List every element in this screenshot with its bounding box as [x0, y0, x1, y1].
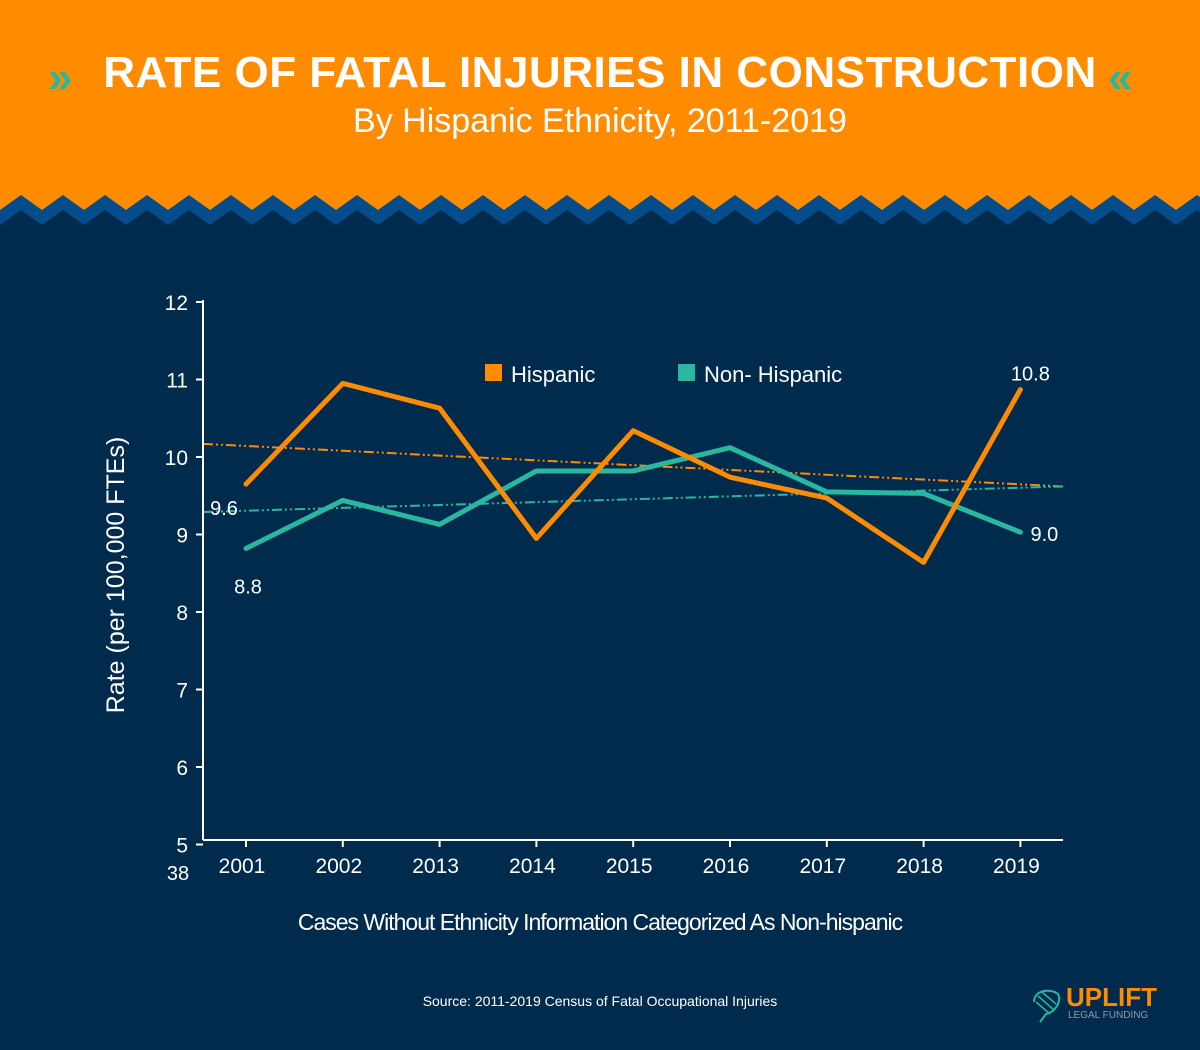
header-background	[0, 0, 1200, 240]
data-label: 9.0	[1030, 524, 1058, 546]
legend-swatch-hispanic	[485, 364, 502, 381]
corner-label: 38	[167, 863, 189, 885]
y-tick-label: 9	[176, 525, 188, 548]
y-axis-label: Rate (per 100,000 FTEs)	[102, 437, 130, 714]
legend-label-non-hispanic: Non- Hispanic	[704, 362, 842, 387]
x-tick-label: 2019	[993, 855, 1040, 878]
y-tick-label: 10	[165, 447, 188, 470]
y-tick-label: 8	[176, 602, 188, 625]
x-axis-label: Cases Without Ethnicity Information Cate…	[298, 909, 903, 935]
x-tick-label: 2001	[219, 855, 266, 878]
legend-swatch-non-hispanic	[678, 364, 695, 381]
trendline-non-hispanic	[202, 485, 1064, 514]
source-note: Source: 2011-2019 Census of Fatal Occupa…	[422, 993, 778, 1009]
y-tick-label: 12	[165, 292, 188, 315]
x-tick-label: 2018	[896, 855, 943, 878]
x-tick-label: 2014	[509, 855, 556, 878]
y-tick-label: 11	[166, 370, 188, 393]
data-label: 10.8	[1011, 364, 1050, 386]
x-tick-label: 2013	[412, 855, 459, 878]
x-tick-label: 2002	[315, 855, 362, 878]
legend-label-hispanic: Hispanic	[511, 362, 595, 387]
y-tick-label: 5	[176, 835, 188, 858]
trendline-hispanic	[202, 442, 1064, 488]
data-label: 9.6	[210, 498, 238, 520]
handshake-icon	[1033, 989, 1061, 1023]
y-tick-label: 7	[176, 680, 188, 703]
legend: Hispanic Non- Hispanic	[485, 362, 842, 387]
logo-text: UPLIFT	[1066, 982, 1157, 1012]
uplift-logo: UPLIFT LEGAL FUNDING	[1028, 982, 1168, 1024]
page-subtitle: By Hispanic Ethnicity, 2011-2019	[353, 102, 847, 140]
header-banner: » « RATE OF FATAL INJURIES IN CONSTRUCTI…	[0, 0, 1200, 240]
logo-subtext: LEGAL FUNDING	[1068, 1010, 1149, 1021]
series-line-non-hispanic	[243, 445, 1023, 551]
y-tick-label: 6	[176, 757, 188, 780]
x-tick-label: 2016	[703, 855, 750, 878]
x-tick-label: 2017	[799, 855, 846, 878]
page-title: RATE OF FATAL INJURIES IN CONSTRUCTION	[103, 48, 1097, 97]
line-chart: 5 6 7 8 9 10 11 12 2001 2002 2013 2014 2015 2016 2017…	[102, 292, 1064, 935]
x-tick-label: 2015	[606, 855, 653, 878]
data-label: 8.8	[234, 576, 262, 598]
